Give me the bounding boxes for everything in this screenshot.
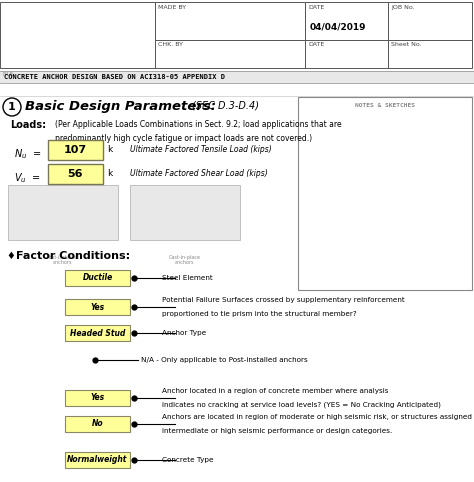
Text: Anchor located in a region of concrete member where analysis: Anchor located in a region of concrete m… [162,388,389,394]
Text: Sheet No.: Sheet No. [391,42,422,47]
Text: Headed Stud: Headed Stud [70,329,125,337]
Text: Anchors are located in region of moderate or high seismic risk, or structures as: Anchors are located in region of moderat… [162,414,474,420]
Text: 1: 1 [8,102,16,112]
Text: NOTES & SKETCHES: NOTES & SKETCHES [355,103,415,108]
Text: Anchor Type: Anchor Type [162,330,206,336]
Text: Loads:: Loads: [10,120,46,130]
Circle shape [3,98,21,116]
Bar [65,452,130,468]
Bar [130,185,240,240]
Text: JOB No.: JOB No. [391,5,415,10]
Bar [48,140,103,160]
Text: CONCRETE ANCHOR DESIGN BASED ON ACI318-05 APPENDIX D: CONCRETE ANCHOR DESIGN BASED ON ACI318-0… [4,74,225,80]
Text: Yes: Yes [91,303,105,311]
Text: DATE: DATE [308,42,324,47]
Bar [155,40,305,68]
Text: 56: 56 [67,169,83,179]
Text: Cast-in-place
anchors: Cast-in-place anchors [169,254,201,266]
Text: Post-installed
anchors: Post-installed anchors [46,254,80,266]
Text: 04/04/2019: 04/04/2019 [310,22,366,31]
Text: k: k [107,146,112,155]
Text: (Per Applicable Loads Combinations in Sect. 9.2; load applications that are: (Per Applicable Loads Combinations in Se… [55,120,342,129]
Text: Ultimate Factored Shear Load (kips): Ultimate Factored Shear Load (kips) [130,170,268,178]
Bar [388,2,472,40]
Text: indicates no cracking at service load levels? (YES = No Cracking Anticipated): indicates no cracking at service load le… [162,402,441,408]
Text: $V_u$  =: $V_u$ = [14,171,41,185]
Bar [305,2,388,40]
Text: Concrete Type: Concrete Type [162,457,213,463]
Bar [388,40,472,68]
Text: 107: 107 [64,145,87,155]
Text: predominantly high cycle fatigue or impact loads are not covered.): predominantly high cycle fatigue or impa… [55,134,312,143]
Bar [65,416,130,432]
Bar [0,2,155,68]
Bar [305,40,388,68]
Text: $N_u$  =: $N_u$ = [14,147,41,161]
Bar [8,185,118,240]
Text: CHK. BY: CHK. BY [158,42,183,47]
Text: Basic Design Parameters:: Basic Design Parameters: [25,100,216,113]
Bar [65,390,130,406]
Bar [65,270,130,286]
Bar [65,325,130,341]
Text: Yes: Yes [91,393,105,402]
Bar [298,97,472,290]
Text: ♦: ♦ [6,251,15,261]
Text: Ultimate Factored Tensile Load (kips): Ultimate Factored Tensile Load (kips) [130,146,272,155]
Text: Ductile: Ductile [82,273,113,282]
Text: FILE: FILE [3,72,14,77]
Text: intermediate or high seismic performance or design categories.: intermediate or high seismic performance… [162,428,392,434]
Text: No: No [91,419,103,428]
Bar [155,2,305,40]
Text: Potential Failure Surfaces crossed by supplementary reinforcement: Potential Failure Surfaces crossed by su… [162,297,405,303]
Bar [0,71,474,83]
Text: proportioned to tie prism into the structural member?: proportioned to tie prism into the struc… [162,311,357,317]
Text: Steel Element: Steel Element [162,275,213,281]
Text: DATE: DATE [308,5,324,10]
Bar [48,164,103,184]
Bar [65,299,130,315]
Text: (SEC D.3-D.4): (SEC D.3-D.4) [192,100,259,110]
Text: Factor Conditions:: Factor Conditions: [16,251,130,261]
Text: MADE BY: MADE BY [158,5,186,10]
Text: Normalweight: Normalweight [67,455,128,465]
Text: N/A - Only applicable to Post-installed anchors: N/A - Only applicable to Post-installed … [141,357,308,363]
Text: k: k [107,170,112,178]
